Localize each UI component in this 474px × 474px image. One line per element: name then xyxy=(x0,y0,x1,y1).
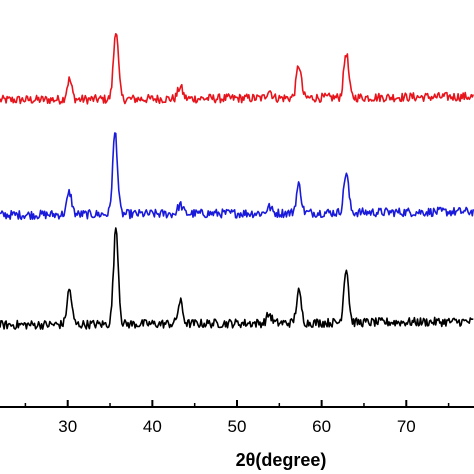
x-tick-label: 70 xyxy=(397,417,416,436)
series-line-1 xyxy=(0,132,474,221)
series-line-2 xyxy=(0,227,474,330)
series-line-0 xyxy=(0,32,474,105)
plot-area xyxy=(0,32,474,330)
x-tick-label: 50 xyxy=(228,417,247,436)
x-axis-title: 2θ(degree) xyxy=(236,450,327,470)
x-tick-label: 60 xyxy=(312,417,331,436)
x-tick-label: 30 xyxy=(58,417,77,436)
x-tick-label: 40 xyxy=(143,417,162,436)
x-axis-ticks: 30 40 50 60 70 xyxy=(24,400,450,436)
